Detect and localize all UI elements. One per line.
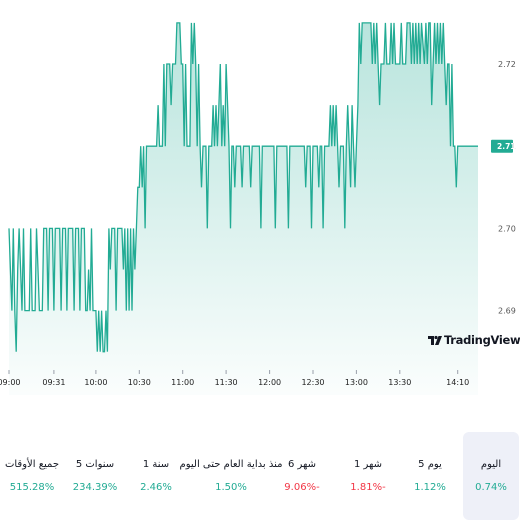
period-tab[interactable]: 1 سنة 2.46% <box>128 432 184 520</box>
x-tick-label: 09:00 <box>0 378 21 387</box>
tradingview-logo[interactable]: TradingView <box>428 333 520 347</box>
period-label: 6 شهر <box>287 459 317 470</box>
period-label: 1 سنة <box>142 459 170 470</box>
y-tick-label: 2.69 <box>498 307 516 316</box>
x-tick-label: 13:30 <box>388 378 411 387</box>
current-price-label: 2.71 <box>497 142 516 151</box>
period-label: اليوم <box>480 459 502 470</box>
period-tab[interactable]: جميع الأوقات 515.28% <box>4 432 60 520</box>
x-tick-label: 10:00 <box>84 378 107 387</box>
x-tick-label: 13:00 <box>345 378 368 387</box>
x-tick-label: 10:30 <box>128 378 151 387</box>
period-tab[interactable]: 5 سنوات 234.39% <box>67 432 123 520</box>
current-price-badge: 2.71 <box>491 139 516 153</box>
x-tick-label: 12:30 <box>301 378 324 387</box>
period-label: جميع الأوقات <box>4 459 60 470</box>
performance-periods: اليوم 0.74% 5 يوم 1.12% 1 شهر 1.81%- 6 شهر 9.06… <box>0 432 520 520</box>
x-tick-label: 09:31 <box>42 378 65 387</box>
price-line <box>8 22 478 353</box>
period-label: 5 سنوات <box>75 459 115 470</box>
price-area-fill <box>9 22 478 395</box>
y-tick-label: 2.70 <box>498 224 516 233</box>
period-change-value: 1.12% <box>414 482 446 493</box>
x-axis: 09:00 09:31 10:00 10:30 11:00 11:30 12:00 12:30… <box>0 370 469 387</box>
period-change-value: 234.39% <box>72 482 118 493</box>
tradingview-logo-icon <box>428 335 442 345</box>
x-tick-label: 11:30 <box>215 378 238 387</box>
period-label: 1 شهر <box>353 459 383 470</box>
period-tab[interactable]: 1 شهر 1.81%- <box>340 432 396 520</box>
y-tick-label: 2.72 <box>498 60 516 69</box>
period-label: 5 يوم <box>418 459 442 470</box>
x-tick-label: 12:00 <box>258 378 281 387</box>
price-chart-svg[interactable]: 2.72 2.71 2.70 2.69 09:00 09:31 10:00 10:30 11:… <box>0 0 520 395</box>
price-chart[interactable]: 2.72 2.71 2.70 2.69 09:00 09:31 10:00 10:30 11:… <box>0 0 520 395</box>
x-tick-label: 11:00 <box>171 378 194 387</box>
y-axis: 2.72 2.71 2.70 2.69 <box>498 60 516 316</box>
period-change-value: 515.28% <box>9 482 55 493</box>
period-change-value: 9.06%- <box>284 482 320 493</box>
tradingview-logo-text: TradingView <box>444 333 520 347</box>
x-tick-label: 14:10 <box>446 378 469 387</box>
period-tab[interactable]: منذ بداية العام حتى اليوم 1.50% <box>175 432 287 520</box>
period-label: منذ بداية العام حتى اليوم <box>179 459 283 470</box>
period-change-value: 2.46% <box>140 482 172 493</box>
period-change-value: 0.74% <box>475 482 507 493</box>
period-change-value: 1.50% <box>215 482 247 493</box>
period-tab[interactable]: 5 يوم 1.12% <box>402 432 458 520</box>
period-tab[interactable]: اليوم 0.74% <box>463 432 519 520</box>
period-change-value: 1.81%- <box>350 482 386 493</box>
period-tab[interactable]: 6 شهر 9.06%- <box>274 432 330 520</box>
